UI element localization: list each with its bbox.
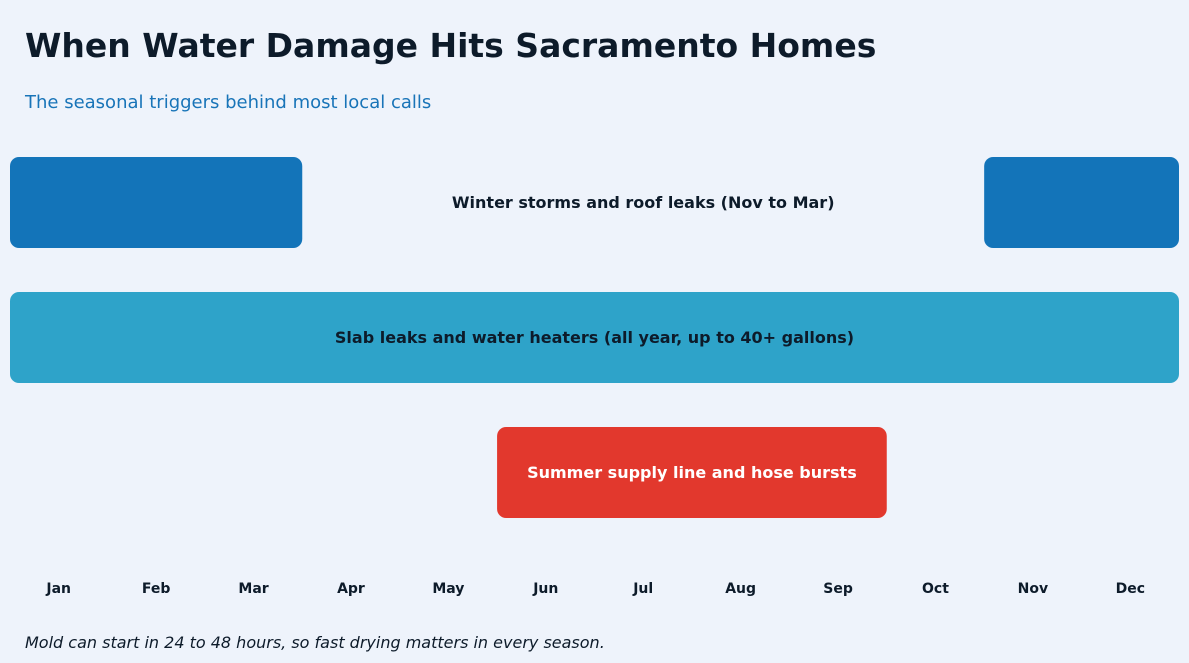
month-label-may: May [432, 581, 464, 597]
bar-winter-storms-and-nov-dec [984, 157, 1179, 248]
bar-label-winter-storms-and: Winter storms and roof leaks (Nov to Mar… [452, 193, 835, 212]
chart-subtitle: The seasonal triggers behind most local … [25, 92, 432, 113]
bar-label-summer-supply-line: Summer supply line and hose bursts [527, 463, 857, 482]
month-label-apr: Apr [337, 581, 365, 597]
chart-footnote: Mold can start in 24 to 48 hours, so fas… [25, 633, 605, 652]
month-label-oct: Oct [922, 581, 949, 597]
bar-label-slab-leaks-and: Slab leaks and water heaters (all year, … [335, 328, 854, 347]
month-label-jan: Jan [45, 581, 71, 597]
month-label-sep: Sep [823, 581, 853, 597]
bar-winter-storms-and-jan-mar [10, 157, 303, 248]
month-label-feb: Feb [142, 581, 171, 597]
month-label-dec: Dec [1116, 581, 1145, 597]
month-label-jun: Jun [532, 581, 558, 597]
month-label-aug: Aug [725, 581, 756, 597]
bar-summer-supply-line-jun-sep [497, 427, 887, 518]
month-label-jul: Jul [632, 581, 653, 597]
bar-slab-leaks-and-jan-dec [10, 292, 1179, 383]
chart-title: When Water Damage Hits Sacramento Homes [25, 26, 877, 65]
month-label-nov: Nov [1018, 581, 1048, 597]
month-label-mar: Mar [238, 581, 268, 597]
